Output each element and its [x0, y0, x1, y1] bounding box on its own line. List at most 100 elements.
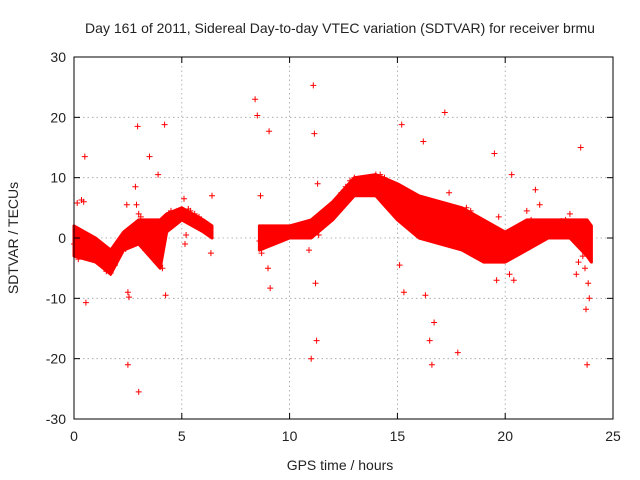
data-point: [472, 213, 478, 220]
data-point: [582, 265, 588, 272]
data-point: [579, 253, 586, 260]
data-bands: [72, 173, 593, 276]
data-point: [489, 256, 496, 263]
data-point: [306, 247, 312, 254]
data-point: [411, 207, 418, 214]
data-point: [168, 207, 174, 214]
data-point: [398, 121, 405, 128]
data-point: [170, 212, 177, 219]
data-point: [441, 109, 448, 116]
data-point: [454, 349, 461, 356]
data-point: [206, 227, 213, 234]
data-point: [329, 204, 336, 211]
data-point: [133, 201, 140, 208]
data-point: [459, 216, 466, 223]
data-point: [183, 232, 190, 238]
data-point: [519, 247, 526, 254]
data-point: [256, 238, 263, 244]
data-point: [131, 225, 138, 232]
data-point: [103, 268, 110, 275]
x-axis-label: GPS time / hours: [287, 457, 394, 473]
data-point: [269, 238, 276, 244]
data-point: [310, 82, 317, 89]
data-point: [88, 247, 95, 254]
data-point: [377, 171, 384, 178]
data-point: [262, 241, 269, 247]
data-point: [181, 195, 187, 202]
data-point: [196, 213, 202, 220]
data-point: [351, 174, 358, 181]
data-point: [295, 225, 302, 232]
data-point: [571, 219, 578, 226]
x-tick-labels: 0 5 10 15 20 25: [70, 428, 621, 444]
x-tick-label: 10: [282, 428, 298, 444]
data-point: [152, 259, 159, 266]
data-point: [132, 183, 139, 190]
data-point: [77, 244, 84, 251]
data-point: [299, 224, 306, 231]
data-point: [450, 216, 457, 223]
data-point: [99, 262, 105, 269]
data-point: [135, 388, 142, 395]
data-point: [114, 253, 121, 260]
data-point: [506, 271, 513, 278]
data-point: [140, 241, 146, 247]
data-point: [446, 189, 453, 196]
data-point: [583, 306, 589, 313]
data-point: [424, 216, 431, 223]
data-points: [71, 82, 593, 395]
y-tick-label: 30: [50, 49, 66, 65]
y-axis-label: SDTVAR / TECUs: [5, 182, 21, 294]
data-point: [112, 262, 118, 269]
data-point: [209, 192, 215, 199]
data-point: [381, 174, 388, 181]
data-point: [260, 244, 267, 251]
ticks: [73, 56, 614, 420]
y-tick-labels: -30 -20 -10 0 10 20 30: [46, 49, 66, 427]
data-point: [390, 186, 397, 193]
data-point: [159, 265, 166, 272]
x-tick-label: 25: [605, 428, 621, 444]
data-point: [523, 207, 530, 214]
data-point: [265, 265, 271, 272]
data-point: [75, 256, 82, 263]
data-point: [586, 295, 593, 302]
data-point: [155, 171, 162, 178]
data-point: [347, 177, 353, 184]
data-point: [510, 277, 517, 284]
data-point: [266, 128, 273, 135]
data-point: [558, 218, 565, 225]
data-point: [480, 232, 487, 238]
data-point: [577, 144, 584, 151]
data-point: [303, 222, 310, 229]
data-point: [82, 299, 89, 306]
data-point: [74, 200, 81, 206]
data-point: [584, 361, 591, 368]
data-point: [315, 232, 322, 238]
data-point: [396, 262, 403, 269]
data-point: [467, 207, 474, 214]
data-point: [493, 277, 500, 284]
data-point: [407, 204, 414, 211]
data-point: [422, 292, 429, 299]
data-point: [290, 227, 297, 234]
data-point: [428, 361, 435, 368]
data-point: [321, 213, 328, 220]
data-point: [207, 250, 214, 257]
data-point: [137, 213, 144, 220]
data-point: [182, 241, 188, 247]
y-tick-label: -30: [46, 411, 66, 427]
data-point: [541, 229, 547, 235]
data-point: [334, 198, 340, 205]
data-point: [107, 270, 114, 276]
y-tick-label: 0: [58, 230, 66, 246]
y-tick-label: 20: [50, 109, 66, 125]
data-point: [338, 189, 345, 196]
data-point: [420, 138, 427, 145]
data-point: [81, 153, 88, 160]
data-point: [124, 361, 131, 368]
data-point: [126, 294, 132, 301]
data-point: [508, 171, 515, 178]
x-tick-label: 0: [70, 428, 78, 444]
data-point: [282, 232, 289, 238]
